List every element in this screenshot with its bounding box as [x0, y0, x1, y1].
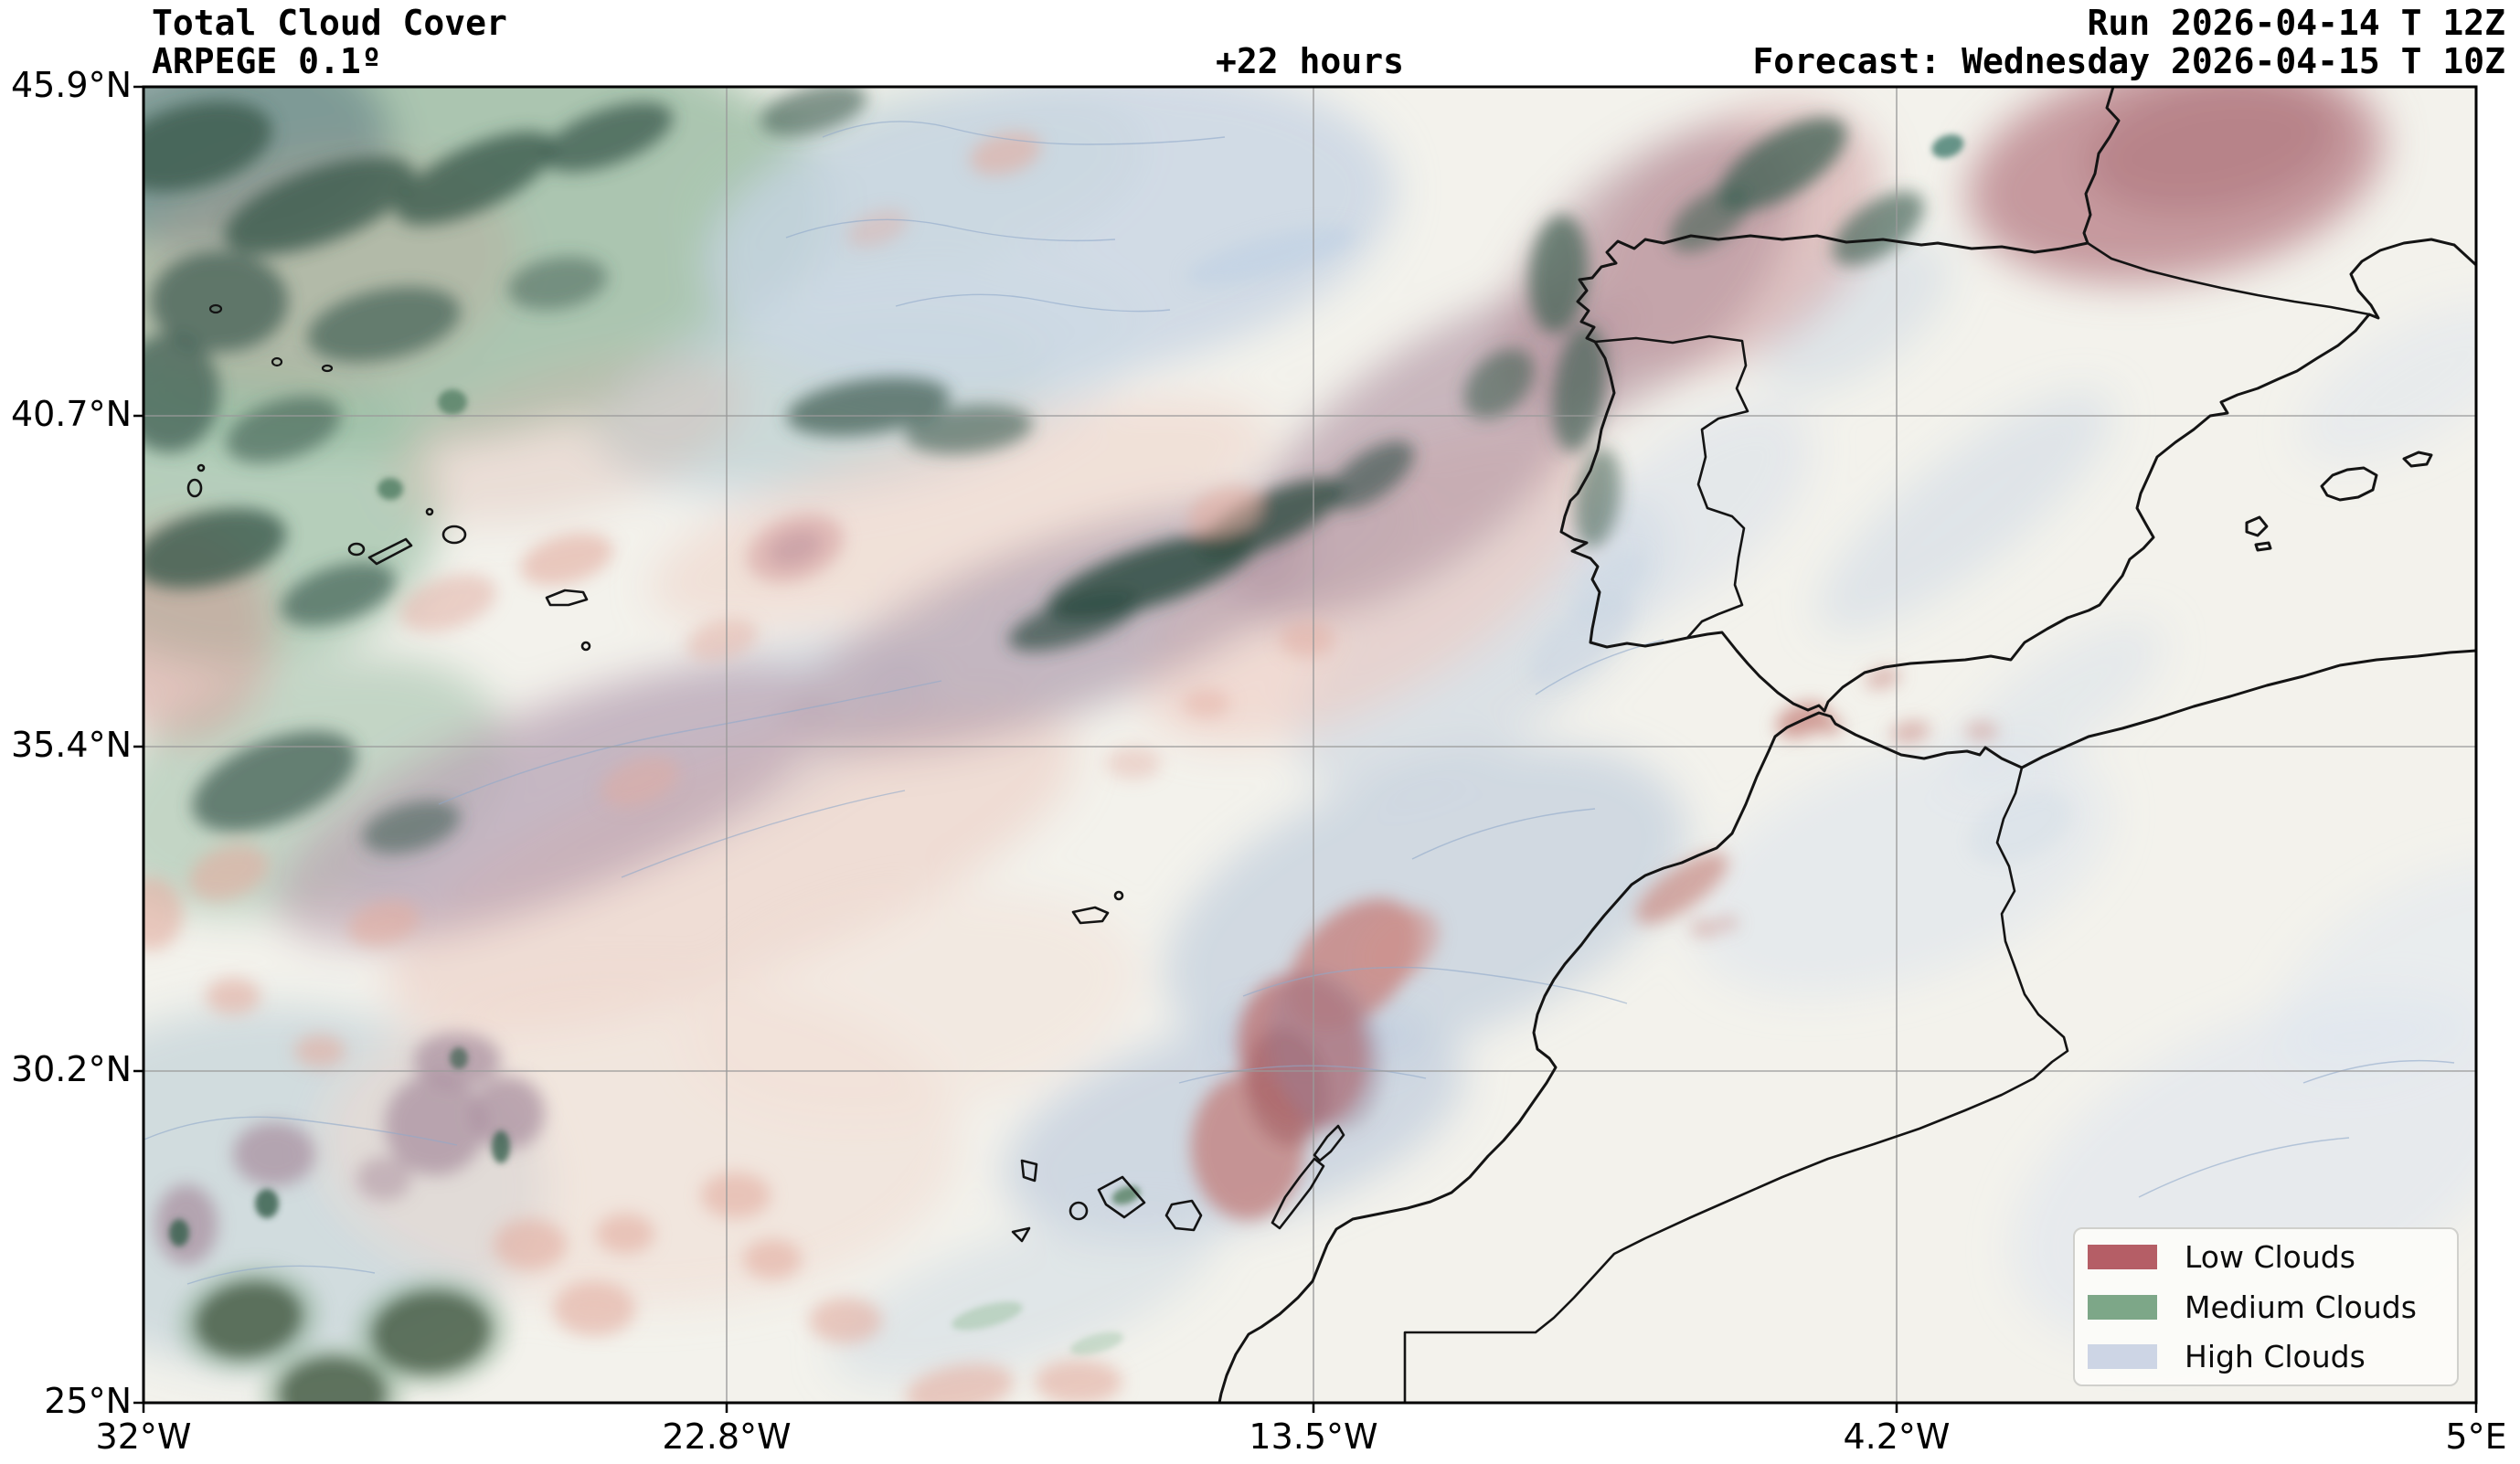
coastline-africa-mediterranean	[1801, 649, 2476, 769]
lon-label-32w: 32°W	[95, 1416, 192, 1457]
legend-swatch-medium-clouds	[2088, 1295, 2157, 1320]
border-spain-france	[2086, 241, 2371, 316]
cloud-layer-details	[169, 134, 1964, 1355]
axis-ticks	[133, 85, 2478, 1413]
legend-swatch-high-clouds	[2088, 1344, 2157, 1369]
legend: Low Clouds Medium Clouds High Clouds	[2073, 1227, 2459, 1386]
lon-label-4-2w: 4.2°W	[1843, 1416, 1951, 1457]
header-right: Run 2026-04-14 T 12Z Forecast: Wednesday …	[1752, 4, 2505, 80]
lon-label-22-8w: 22.8°W	[662, 1416, 792, 1457]
legend-label-low-clouds: Low Clouds	[2185, 1239, 2355, 1275]
run-datetime: Run 2026-04-14 T 12Z	[2087, 3, 2505, 43]
lat-label-35-4n: 35.4°N	[10, 725, 132, 765]
azores-islands	[186, 463, 591, 652]
lon-label-5e: 5°E	[2445, 1416, 2507, 1457]
header-left: Total Cloud Cover ARPEGE 0.1º	[152, 4, 507, 80]
lat-label-40-7n: 40.7°N	[10, 394, 132, 434]
coastline-iberia-france	[1559, 87, 2476, 713]
balearic-islands	[2245, 451, 2433, 552]
canary-islands	[1011, 1124, 1345, 1243]
legend-swatch-low-clouds	[2088, 1245, 2157, 1269]
high-cloud-contour-lines	[144, 121, 2455, 1285]
contour-ring-specks	[208, 303, 334, 373]
lat-label-45-9n: 45.9°N	[10, 65, 132, 105]
plot-frame	[142, 85, 2478, 1405]
lon-label-13-5w: 13.5°W	[1249, 1416, 1378, 1457]
lead-time: +22 hours	[1216, 41, 1404, 81]
forecast-datetime: Forecast: Wednesday 2026-04-15 T 10Z	[1752, 41, 2505, 81]
legend-item-medium-clouds: Medium Clouds	[2088, 1289, 2417, 1325]
model-name: ARPEGE 0.1º	[152, 41, 382, 81]
cloud-layer-cores	[144, 87, 2072, 1403]
border-spain-portugal	[1593, 334, 1749, 640]
border-morocco-algeria-sahara	[1403, 766, 2069, 1403]
legend-item-low-clouds: Low Clouds	[2088, 1239, 2355, 1275]
lat-label-25n: 25°N	[44, 1381, 132, 1421]
legend-label-high-clouds: High Clouds	[2185, 1339, 2366, 1374]
coastline-africa-atlantic	[1217, 718, 1804, 1403]
lat-label-30-2n: 30.2°N	[10, 1049, 132, 1089]
map-title: Total Cloud Cover	[152, 3, 507, 43]
legend-label-medium-clouds: Medium Clouds	[2185, 1289, 2417, 1325]
legend-item-high-clouds: High Clouds	[2088, 1339, 2366, 1374]
madeira-islands	[1071, 890, 1124, 925]
